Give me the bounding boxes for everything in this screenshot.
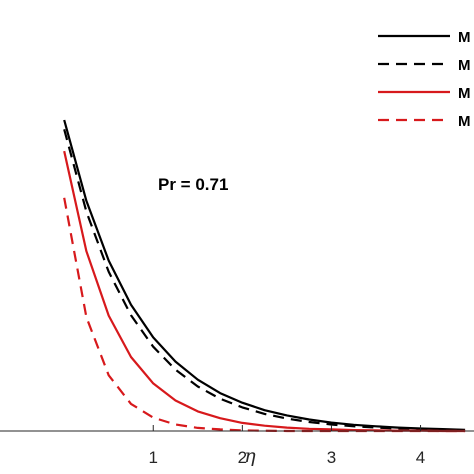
- x-ticks: 1 2 3 4: [149, 425, 425, 467]
- x-axis-label: η: [244, 445, 256, 467]
- legend-label-1: M: [458, 29, 471, 46]
- series-line-2: [63, 129, 466, 432]
- x-tick-label: 4: [416, 448, 425, 467]
- x-tick-label: 1: [149, 448, 158, 467]
- x-tick-label: 3: [327, 448, 336, 467]
- x-tick-label: 2: [238, 448, 247, 467]
- legend-label-2: M: [458, 57, 471, 74]
- series-line-1: [63, 119, 466, 431]
- series-line-4: [63, 197, 466, 433]
- legend-label-4: M: [458, 113, 471, 130]
- pr-annotation: Pr = 0.71: [158, 175, 228, 194]
- legend-label-3: M: [458, 85, 471, 102]
- series-layer: [63, 119, 466, 433]
